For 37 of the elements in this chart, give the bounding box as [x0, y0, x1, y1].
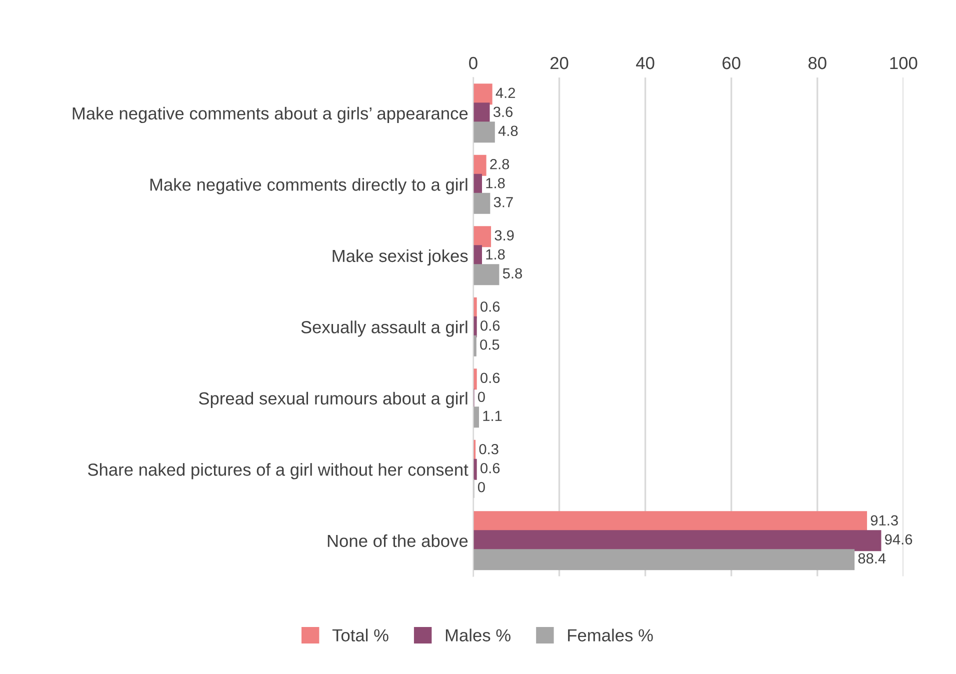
x-tick-label: 40 — [636, 56, 654, 70]
y-tick-label: None of the above — [328, 534, 468, 548]
data-label: 88.4 — [858, 553, 886, 564]
data-label: 3.6 — [493, 106, 513, 118]
data-label: 0.6 — [480, 320, 500, 331]
y-tick-label: Make sexist jokes — [332, 249, 468, 266]
y-tick-label: Share naked pictures of a girl without her consent — [88, 463, 468, 480]
data-label: 0 — [478, 482, 485, 492]
data-label: 0 — [478, 392, 485, 402]
data-label: 4.8 — [498, 126, 518, 136]
legend-label: Total % — [332, 628, 388, 642]
data-label: 0.6 — [480, 372, 500, 384]
data-label: 5.8 — [502, 268, 522, 279]
data-label: 3.7 — [494, 196, 513, 208]
data-label: 1.8 — [486, 178, 505, 188]
data-label: 2.8 — [490, 158, 510, 170]
data-label: 0.3 — [479, 444, 498, 454]
data-label: 1.8 — [486, 249, 505, 260]
x-tick-label: 80 — [808, 56, 826, 70]
legend-label: Females % — [568, 628, 653, 642]
y-tick-label: Make negative comments directly to a girl — [150, 178, 468, 194]
x-tick-label: 0 — [469, 56, 478, 70]
data-label: 94.6 — [885, 534, 912, 545]
data-label: 1.1 — [483, 410, 502, 421]
y-tick-label: Spread sexual rumours about a girl — [198, 392, 468, 408]
data-label: 0.6 — [480, 301, 500, 312]
data-label: 0.5 — [480, 339, 500, 350]
data-label: 0.6 — [480, 462, 500, 474]
data-label: 4.2 — [496, 88, 515, 98]
data-label: 91.3 — [870, 515, 898, 526]
x-tick-label: 60 — [722, 56, 740, 70]
y-tick-label: Make negative comments about a girls’ appearance — [72, 106, 468, 124]
data-label: 3.9 — [494, 230, 514, 241]
x-tick-label: 100 — [890, 56, 918, 70]
y-tick-label: Sexually assault a girl — [301, 320, 468, 337]
x-tick-label: 20 — [550, 56, 568, 70]
legend-label: Males % — [446, 628, 510, 642]
